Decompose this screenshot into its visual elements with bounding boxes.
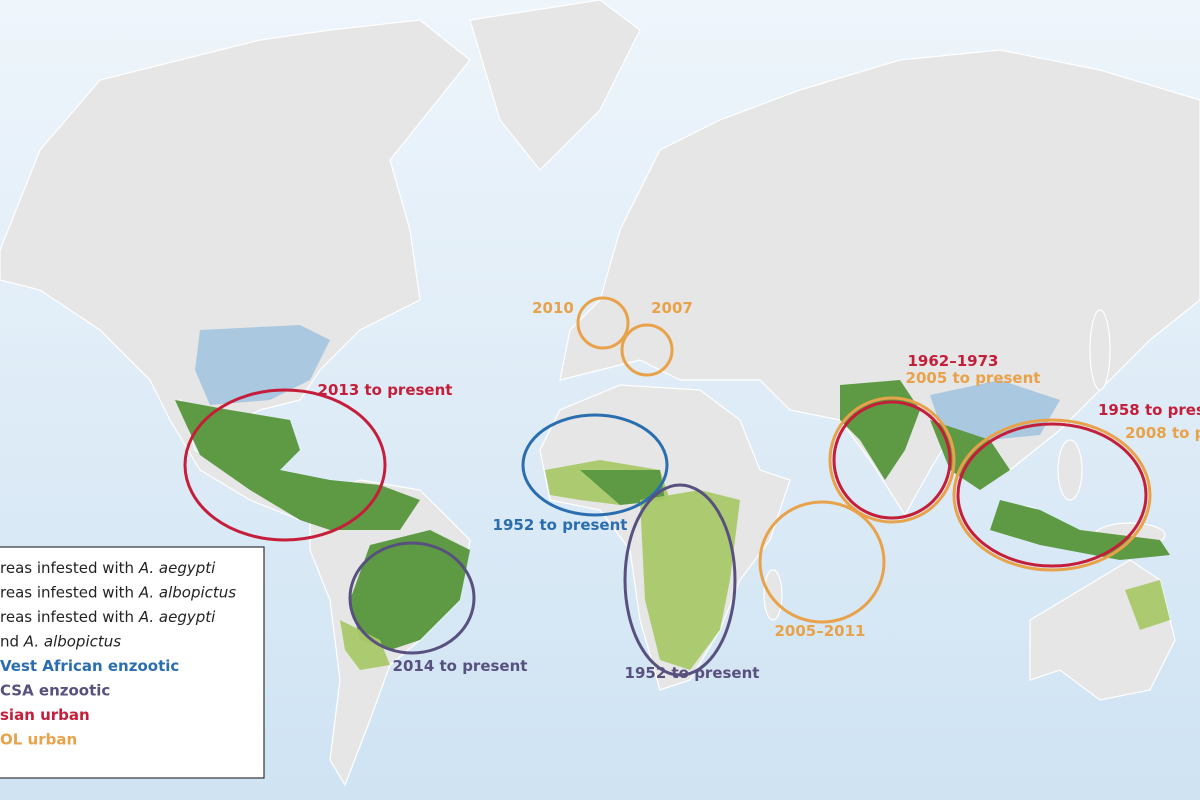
legend-item: nd A. albopictus (0, 633, 121, 651)
annotation: 1952 to present (493, 516, 628, 534)
legend-item: CSA enzootic (0, 682, 110, 700)
legend-box (0, 546, 265, 779)
legend-text: reas infested with (0, 559, 139, 577)
legend-item: sian urban (0, 706, 90, 724)
annotation: 2010 (532, 299, 574, 317)
annotation: 2005–2011 (775, 622, 866, 640)
legend-species: A. aegypti (138, 559, 216, 577)
legend-item: Vest African enzootic (0, 657, 179, 675)
legend-item: OL urban (0, 731, 77, 749)
legend-item: reas infested with A. aegypti (0, 608, 216, 626)
outbreak-circles (183, 296, 1152, 677)
legend-text: reas infested with (0, 608, 139, 626)
annotation: 1952 to present (625, 664, 760, 682)
legend-text: reas infested with (0, 584, 139, 602)
legend-item: reas infested with A. aegypti (0, 559, 216, 577)
annotation: 2008 to p (1125, 424, 1200, 442)
annotation: 2014 to present (393, 657, 528, 675)
annotation: 1962–1973 (908, 352, 999, 370)
annotation: 2005 to present (906, 369, 1041, 387)
annotation: 1958 to prese (1098, 401, 1200, 419)
legend-species: A. albopictus (23, 633, 121, 651)
legend-item: reas infested with A. albopictus (0, 584, 236, 602)
annotation: 2007 (651, 299, 693, 317)
annotation: 2013 to present (318, 381, 453, 399)
legend-species: A. albopictus (138, 584, 236, 602)
legend-species: A. aegypti (138, 608, 216, 626)
legend-text: nd (0, 633, 24, 651)
